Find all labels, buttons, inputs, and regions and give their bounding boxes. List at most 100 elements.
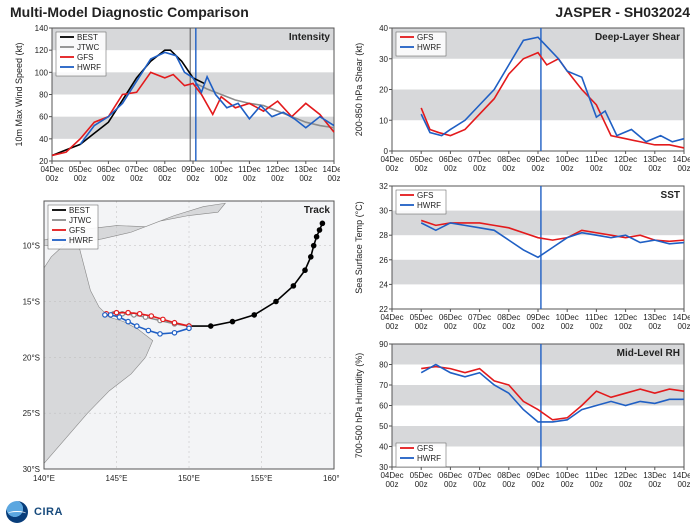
svg-text:200-850 hPa Shear (kt): 200-850 hPa Shear (kt) bbox=[354, 43, 364, 137]
svg-text:70: 70 bbox=[379, 381, 388, 390]
svg-text:14Dec: 14Dec bbox=[672, 155, 690, 164]
noaa-logo-icon bbox=[6, 501, 28, 523]
svg-text:00z: 00z bbox=[415, 480, 428, 489]
svg-text:Intensity: Intensity bbox=[289, 32, 331, 43]
svg-text:HWRF: HWRF bbox=[77, 63, 101, 72]
svg-text:00z: 00z bbox=[74, 174, 87, 183]
svg-text:00z: 00z bbox=[678, 164, 690, 173]
svg-text:00z: 00z bbox=[648, 480, 661, 489]
panel-shear: 01020304004Dec00z05Dec00z06Dec00z07Dec00… bbox=[350, 22, 690, 177]
svg-text:00z: 00z bbox=[386, 480, 399, 489]
svg-text:00z: 00z bbox=[678, 322, 690, 331]
svg-text:12Dec: 12Dec bbox=[266, 165, 289, 174]
svg-text:HWRF: HWRF bbox=[417, 43, 441, 52]
svg-text:00z: 00z bbox=[328, 174, 340, 183]
svg-text:GFS: GFS bbox=[69, 226, 85, 235]
svg-text:100: 100 bbox=[35, 68, 49, 77]
svg-text:26: 26 bbox=[379, 256, 388, 265]
svg-text:140°E: 140°E bbox=[33, 474, 55, 483]
svg-text:05Dec: 05Dec bbox=[410, 471, 433, 480]
svg-text:00z: 00z bbox=[271, 174, 284, 183]
svg-text:11Dec: 11Dec bbox=[585, 313, 608, 322]
svg-text:00z: 00z bbox=[187, 174, 200, 183]
svg-text:08Dec: 08Dec bbox=[497, 313, 520, 322]
svg-text:00z: 00z bbox=[46, 174, 59, 183]
svg-text:40: 40 bbox=[379, 24, 388, 33]
svg-text:00z: 00z bbox=[415, 322, 428, 331]
svg-text:00z: 00z bbox=[619, 480, 632, 489]
svg-text:07Dec: 07Dec bbox=[125, 165, 148, 174]
svg-text:07Dec: 07Dec bbox=[468, 155, 491, 164]
svg-text:HWRF: HWRF bbox=[417, 201, 441, 210]
svg-text:20°S: 20°S bbox=[23, 353, 40, 362]
svg-text:30: 30 bbox=[379, 55, 388, 64]
panel-track: 140°E145°E150°E155°E160°E10°S15°S20°S25°… bbox=[10, 195, 340, 495]
svg-text:05Dec: 05Dec bbox=[69, 165, 92, 174]
svg-text:GFS: GFS bbox=[417, 33, 433, 42]
svg-text:GFS: GFS bbox=[417, 191, 433, 200]
svg-text:00z: 00z bbox=[415, 164, 428, 173]
svg-text:00z: 00z bbox=[532, 322, 545, 331]
svg-text:08Dec: 08Dec bbox=[153, 165, 176, 174]
svg-text:145°E: 145°E bbox=[106, 474, 128, 483]
svg-text:JTWC: JTWC bbox=[69, 216, 91, 225]
svg-text:30°S: 30°S bbox=[23, 465, 40, 474]
svg-text:12Dec: 12Dec bbox=[614, 155, 637, 164]
svg-text:13Dec: 13Dec bbox=[643, 155, 666, 164]
chart-intensity: 2040608010012014004Dec00z05Dec00z06Dec00… bbox=[10, 22, 340, 187]
svg-text:13Dec: 13Dec bbox=[643, 471, 666, 480]
svg-text:00z: 00z bbox=[532, 480, 545, 489]
svg-text:00z: 00z bbox=[590, 164, 603, 173]
svg-text:00z: 00z bbox=[502, 164, 515, 173]
svg-text:10Dec: 10Dec bbox=[210, 165, 233, 174]
svg-text:13Dec: 13Dec bbox=[294, 165, 317, 174]
svg-text:00z: 00z bbox=[561, 480, 574, 489]
svg-text:Sea Surface Temp (°C): Sea Surface Temp (°C) bbox=[354, 201, 364, 293]
svg-text:Track: Track bbox=[304, 205, 331, 216]
svg-text:00z: 00z bbox=[678, 480, 690, 489]
svg-text:80: 80 bbox=[39, 91, 48, 100]
svg-text:00z: 00z bbox=[386, 322, 399, 331]
chart-sst: 22242628303204Dec00z05Dec00z06Dec00z07De… bbox=[350, 180, 690, 335]
svg-text:13Dec: 13Dec bbox=[643, 313, 666, 322]
panel-rh: 3040506070809004Dec00z05Dec00z06Dec00z07… bbox=[350, 338, 690, 493]
svg-text:11Dec: 11Dec bbox=[238, 165, 261, 174]
svg-text:Mid-Level RH: Mid-Level RH bbox=[617, 348, 680, 359]
svg-text:24: 24 bbox=[379, 280, 388, 289]
svg-text:12Dec: 12Dec bbox=[614, 313, 637, 322]
page-title-left: Multi-Model Diagnostic Comparison bbox=[10, 4, 249, 20]
svg-text:00z: 00z bbox=[473, 322, 486, 331]
svg-text:05Dec: 05Dec bbox=[410, 313, 433, 322]
svg-text:00z: 00z bbox=[619, 164, 632, 173]
svg-text:140: 140 bbox=[35, 24, 49, 33]
svg-text:00z: 00z bbox=[299, 174, 312, 183]
svg-text:60: 60 bbox=[39, 113, 48, 122]
svg-text:10Dec: 10Dec bbox=[556, 155, 579, 164]
svg-text:00z: 00z bbox=[102, 174, 115, 183]
svg-text:14Dec: 14Dec bbox=[672, 313, 690, 322]
svg-text:50: 50 bbox=[379, 422, 388, 431]
svg-text:11Dec: 11Dec bbox=[585, 155, 608, 164]
svg-text:09Dec: 09Dec bbox=[526, 155, 549, 164]
svg-text:10m Max Wind Speed (kt): 10m Max Wind Speed (kt) bbox=[14, 42, 24, 146]
svg-text:06Dec: 06Dec bbox=[439, 155, 462, 164]
svg-text:Deep-Layer Shear: Deep-Layer Shear bbox=[595, 32, 680, 43]
svg-text:06Dec: 06Dec bbox=[439, 471, 462, 480]
svg-text:00z: 00z bbox=[648, 164, 661, 173]
svg-text:20: 20 bbox=[379, 86, 388, 95]
svg-text:40: 40 bbox=[39, 135, 48, 144]
svg-text:00z: 00z bbox=[502, 480, 515, 489]
svg-text:120: 120 bbox=[35, 46, 49, 55]
svg-text:00z: 00z bbox=[648, 322, 661, 331]
svg-text:06Dec: 06Dec bbox=[97, 165, 120, 174]
svg-text:00z: 00z bbox=[444, 322, 457, 331]
svg-text:07Dec: 07Dec bbox=[468, 313, 491, 322]
svg-text:160°E: 160°E bbox=[323, 474, 340, 483]
chart-shear: 01020304004Dec00z05Dec00z06Dec00z07Dec00… bbox=[350, 22, 690, 177]
svg-text:06Dec: 06Dec bbox=[439, 313, 462, 322]
svg-text:10Dec: 10Dec bbox=[556, 313, 579, 322]
svg-text:28: 28 bbox=[379, 231, 388, 240]
svg-text:10°S: 10°S bbox=[23, 242, 40, 251]
svg-text:90: 90 bbox=[379, 340, 388, 349]
svg-text:04Dec: 04Dec bbox=[380, 313, 403, 322]
